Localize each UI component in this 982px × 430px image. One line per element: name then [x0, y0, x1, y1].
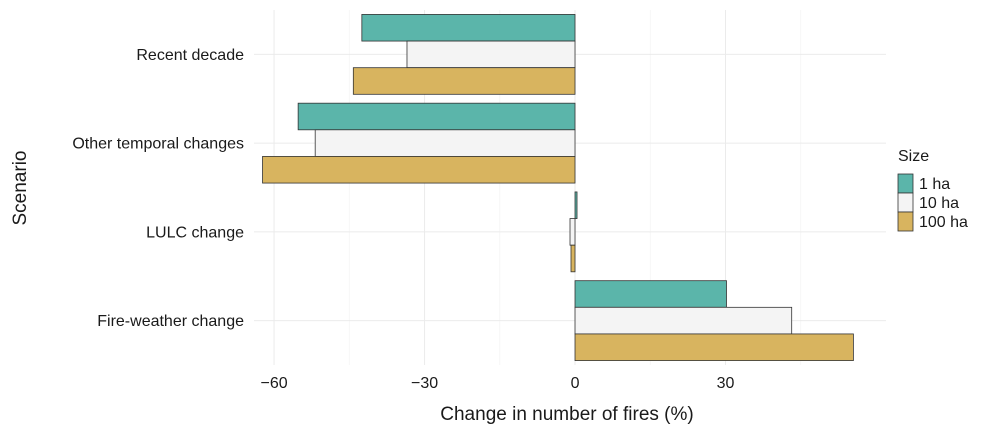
bar-lulc-change-1-ha	[574, 191, 578, 219]
bars-group	[262, 14, 854, 361]
bar-other-temporal-changes-10-ha	[314, 129, 576, 157]
legend-key-1-ha	[897, 173, 914, 194]
legend-label: 10 ha	[919, 195, 959, 212]
bar-other-temporal-changes-100-ha	[262, 156, 576, 184]
y-tick-label: LULC change	[146, 224, 244, 241]
bar-recent-decade-1-ha	[361, 14, 576, 42]
x-axis-title: Change in number of fires (%)	[440, 404, 693, 425]
bar-fire-weather-change-10-ha	[574, 306, 793, 335]
legend-label: 1 ha	[919, 176, 950, 193]
legend-title: Size	[898, 148, 929, 165]
bar-fire-weather-change-100-ha	[574, 333, 854, 361]
bar-lulc-change-10-ha	[569, 218, 576, 246]
legend: Size 1 ha 10 ha 100 ha	[897, 148, 968, 232]
y-axis-title: Scenario	[10, 151, 31, 226]
bar-other-temporal-changes-1-ha	[297, 102, 576, 131]
legend-key-10-ha	[897, 192, 914, 213]
legend-key-100-ha	[897, 211, 914, 232]
x-tick-label: 30	[717, 375, 735, 392]
legend-label: 100 ha	[919, 214, 968, 231]
bar-lulc-change-100-ha	[570, 244, 576, 273]
x-tick-labels: −60 −30 0 30	[260, 375, 734, 392]
bar-recent-decade-10-ha	[406, 40, 576, 69]
y-tick-label: Fire-weather change	[97, 313, 244, 330]
x-tick-label: −30	[411, 375, 438, 392]
y-tick-labels: Recent decade Other temporal changes LULC …	[72, 47, 244, 330]
x-tick-label: −60	[260, 375, 287, 392]
bar-recent-decade-100-ha	[352, 67, 576, 95]
bar-fire-weather-change-1-ha	[574, 280, 727, 308]
y-tick-label: Other temporal changes	[72, 136, 244, 153]
y-tick-label: Recent decade	[136, 47, 244, 64]
x-tick-label: 0	[571, 375, 580, 392]
